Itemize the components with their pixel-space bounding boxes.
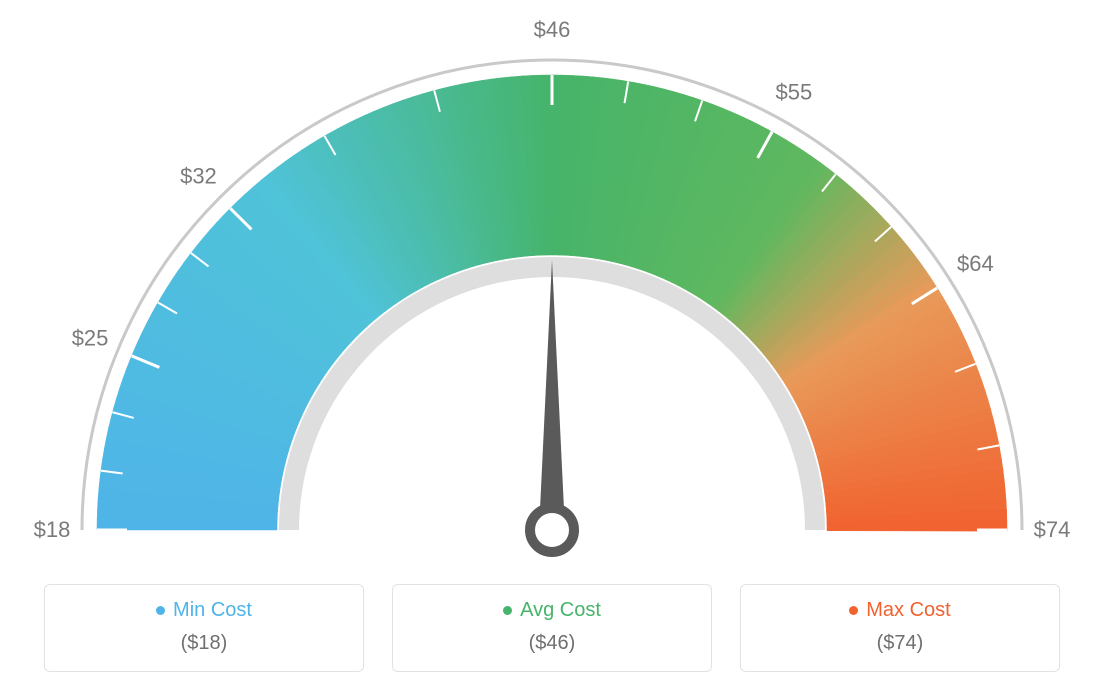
tick-label: $18 bbox=[34, 517, 71, 542]
legend-label-min: Min Cost bbox=[173, 599, 252, 622]
gauge-hub bbox=[530, 508, 574, 552]
legend-value-avg: ($46) bbox=[403, 632, 701, 655]
legend-card-max: Max Cost ($74) bbox=[740, 584, 1060, 672]
gauge-needle bbox=[539, 260, 565, 530]
legend-title-max: Max Cost bbox=[849, 599, 950, 622]
legend-card-min: Min Cost ($18) bbox=[44, 584, 364, 672]
legend-value-min: ($18) bbox=[55, 632, 353, 655]
tick-label: $25 bbox=[72, 326, 109, 351]
legend-label-max: Max Cost bbox=[866, 599, 950, 622]
legend-label-avg: Avg Cost bbox=[520, 599, 601, 622]
legend-dot-max bbox=[849, 606, 858, 615]
tick-label: $55 bbox=[776, 79, 813, 104]
legend-dot-min bbox=[156, 606, 165, 615]
cost-gauge-widget: $18 $25 $32 $46 $55 $64 $74 Min Cost ($18) Avg… bbox=[0, 0, 1104, 690]
legend-title-avg: Avg Cost bbox=[503, 599, 601, 622]
gauge-svg: $18 $25 $32 $46 $55 $64 $74 bbox=[0, 0, 1104, 560]
legend-dot-avg bbox=[503, 606, 512, 615]
gauge-area: $18 $25 $32 $46 $55 $64 $74 bbox=[0, 0, 1104, 560]
legend-value-max: ($74) bbox=[751, 632, 1049, 655]
tick-label: $64 bbox=[957, 251, 994, 276]
tick-label: $32 bbox=[180, 163, 217, 188]
tick-label: $46 bbox=[534, 17, 571, 42]
legend-row: Min Cost ($18) Avg Cost ($46) Max Cost (… bbox=[0, 584, 1104, 672]
legend-card-avg: Avg Cost ($46) bbox=[392, 584, 712, 672]
legend-title-min: Min Cost bbox=[156, 599, 252, 622]
tick-label: $74 bbox=[1034, 517, 1071, 542]
